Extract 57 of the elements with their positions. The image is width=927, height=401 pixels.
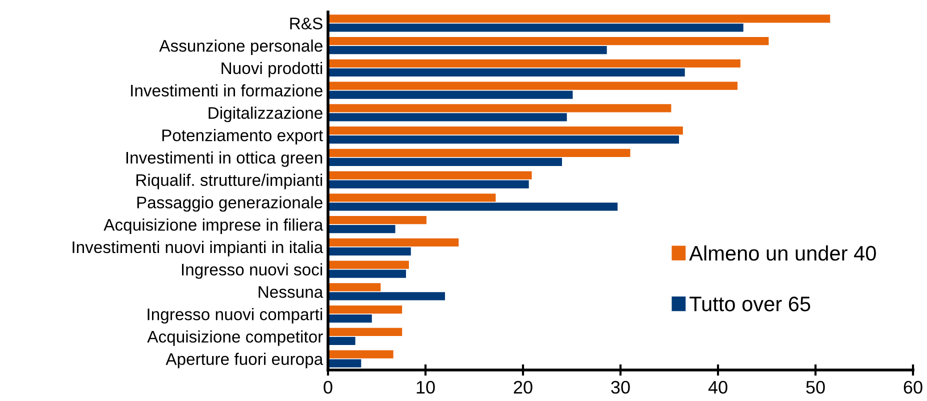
legend-label: Almeno un under 40 bbox=[689, 245, 876, 261]
x-tick-label: 50 bbox=[806, 380, 825, 394]
y-tick-label: Aperture fuori europa bbox=[166, 352, 324, 368]
y-tick-label: R&S bbox=[290, 18, 322, 30]
y-tick-label: Acquisizione imprese in filiera bbox=[104, 218, 324, 234]
x-tick-label: 20 bbox=[514, 380, 532, 394]
bar bbox=[328, 194, 496, 202]
y-tick-label: Nuovi prodotti bbox=[222, 62, 322, 78]
bar bbox=[328, 260, 409, 269]
bar bbox=[328, 90, 573, 99]
bar bbox=[328, 180, 529, 188]
y-tick-label: Digitalizzazione bbox=[208, 106, 322, 122]
bar bbox=[328, 126, 683, 135]
bar bbox=[328, 292, 445, 300]
bar bbox=[328, 24, 744, 32]
bar bbox=[328, 270, 406, 278]
bar bbox=[328, 37, 769, 46]
bar bbox=[328, 238, 459, 246]
bar bbox=[328, 336, 356, 345]
bar bbox=[328, 328, 402, 336]
y-tick-label: Passaggio generazionale bbox=[137, 196, 322, 212]
x-tick-label: 40 bbox=[708, 380, 728, 394]
bar bbox=[328, 306, 402, 314]
y-tick-label: Riqualif. strutture/impianti bbox=[136, 174, 322, 190]
bar bbox=[328, 283, 381, 292]
bar bbox=[328, 104, 672, 112]
x-tick-label: 60 bbox=[904, 380, 922, 394]
bar bbox=[328, 68, 685, 76]
y-tick-label: Acquisizione competitor bbox=[147, 330, 323, 346]
x-tick-label: 0 bbox=[324, 380, 332, 394]
bar bbox=[328, 158, 562, 166]
bar bbox=[328, 148, 630, 157]
bar bbox=[328, 14, 830, 23]
y-tick-label: Nessuna bbox=[258, 286, 324, 298]
legend-label: Tutto over 65 bbox=[690, 296, 810, 312]
y-tick-label: Assunzione personale bbox=[159, 40, 322, 56]
y-tick-label: Potenziamento export bbox=[162, 129, 324, 145]
bar bbox=[328, 46, 607, 54]
bar bbox=[328, 350, 394, 358]
bar bbox=[328, 216, 426, 224]
y-tick-label: Ingresso nuovi comparti bbox=[148, 308, 322, 324]
bar bbox=[328, 82, 738, 90]
bar bbox=[328, 247, 411, 256]
x-tick-label: 30 bbox=[611, 380, 630, 394]
y-tick-label: Investimenti in ottica green bbox=[126, 151, 322, 167]
y-tick-label: Investimenti nuovi impianti in italia bbox=[72, 240, 324, 256]
y-tick-label: Investimenti in formazione bbox=[131, 84, 322, 97]
bar bbox=[328, 113, 567, 122]
bar bbox=[328, 314, 372, 323]
y-tick-label: Ingresso nuovi soci bbox=[182, 263, 322, 279]
bar bbox=[328, 171, 532, 180]
bar bbox=[328, 225, 396, 234]
bar bbox=[328, 202, 618, 211]
bar bbox=[328, 359, 362, 368]
x-tick-label: 10 bbox=[416, 380, 435, 394]
bar bbox=[328, 59, 740, 68]
bar bbox=[328, 136, 679, 144]
